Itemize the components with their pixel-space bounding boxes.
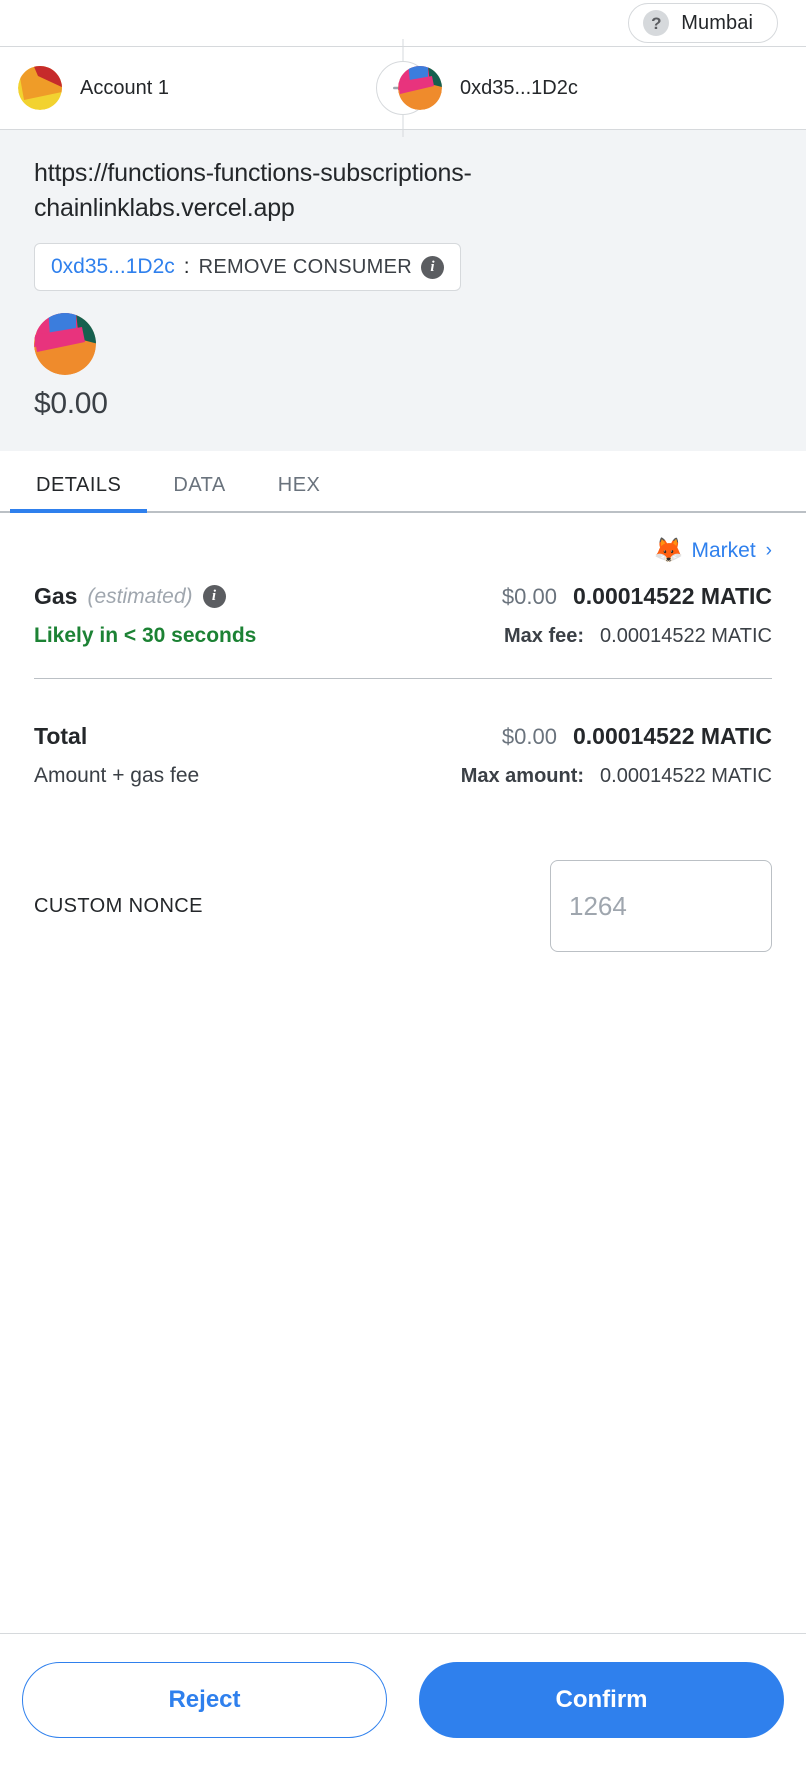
action-footer: Reject Confirm	[0, 1633, 806, 1768]
gas-fiat-value: $0.00	[501, 584, 557, 609]
network-name: Mumbai	[681, 11, 753, 34]
confirm-button[interactable]: Confirm	[419, 1662, 784, 1738]
sender-name: Account 1	[80, 76, 169, 99]
section-divider	[34, 678, 772, 679]
details-tab-panel: 🦊 Market › Gas (estimated) i $0.00 0.000…	[0, 513, 806, 1633]
contract-method-pill[interactable]: 0xd35...1D2c : REMOVE CONSUMER i	[34, 243, 461, 291]
gas-speed-row: Likely in < 30 seconds Max fee: 0.000145…	[34, 624, 772, 648]
custom-nonce-label: CUSTOM NONCE	[34, 894, 203, 917]
network-selector[interactable]: ? Mumbai	[628, 3, 778, 43]
market-label: Market	[691, 539, 756, 562]
metamask-fox-icon: 🦊	[653, 537, 684, 564]
gas-native-value: 0.00014522 MATIC	[572, 583, 772, 609]
chevron-right-icon: ›	[765, 540, 772, 561]
gas-row: Gas (estimated) i $0.00 0.00014522 MATIC	[34, 583, 772, 610]
total-sub-row: Amount + gas fee Max amount: 0.00014522 …	[34, 764, 772, 788]
sender-party[interactable]: Account 1	[18, 66, 348, 110]
contract-method-name: REMOVE CONSUMER	[198, 255, 412, 278]
gas-label: Gas	[34, 583, 78, 609]
recipient-party[interactable]: 0xd35...1D2c	[348, 66, 678, 110]
info-icon[interactable]: i	[421, 255, 444, 279]
custom-nonce-input[interactable]	[550, 860, 772, 952]
origin-token-avatar	[34, 313, 96, 375]
max-amount-key: Max amount:	[460, 765, 585, 787]
network-header: ? Mumbai	[0, 0, 806, 46]
gas-estimated-note: (estimated)	[87, 584, 193, 608]
recipient-name: 0xd35...1D2c	[460, 76, 578, 99]
total-row: Total $0.00 0.00014522 MATIC	[34, 723, 772, 750]
max-fee-value: 0.00014522 MATIC	[600, 625, 772, 647]
market-link[interactable]: 🦊 Market ›	[654, 539, 772, 563]
contract-address[interactable]: 0xd35...1D2c	[51, 255, 175, 278]
question-mark-icon: ?	[643, 10, 670, 36]
max-fee-key: Max fee:	[504, 625, 585, 647]
origin-panel: https://functions-functions-subscription…	[0, 130, 806, 451]
recipient-avatar	[398, 66, 442, 110]
tab-details[interactable]: DETAILS	[10, 474, 148, 513]
gas-speed-text: Likely in < 30 seconds	[34, 624, 257, 647]
total-fiat-value: $0.00	[501, 724, 557, 749]
sender-avatar	[18, 66, 62, 110]
origin-amount: $0.00	[34, 387, 108, 420]
total-native-value: 0.00014522 MATIC	[572, 723, 772, 749]
custom-nonce-row: CUSTOM NONCE	[34, 860, 772, 952]
max-amount-value: 0.00014522 MATIC	[600, 765, 772, 787]
tab-hex[interactable]: HEX	[252, 474, 347, 511]
method-separator: :	[183, 255, 190, 278]
transfer-parties-row: Account 1 0xd35...1D2c	[0, 39, 806, 137]
total-label: Total	[34, 723, 88, 749]
origin-url: https://functions-functions-subscription…	[34, 159, 472, 222]
market-row: 🦊 Market ›	[34, 513, 772, 563]
total-sublabel: Amount + gas fee	[34, 764, 200, 787]
gas-info-icon[interactable]: i	[202, 585, 226, 608]
transaction-tabs: DETAILS DATA HEX	[0, 451, 806, 513]
tab-data[interactable]: DATA	[147, 474, 251, 511]
reject-button[interactable]: Reject	[22, 1662, 387, 1738]
